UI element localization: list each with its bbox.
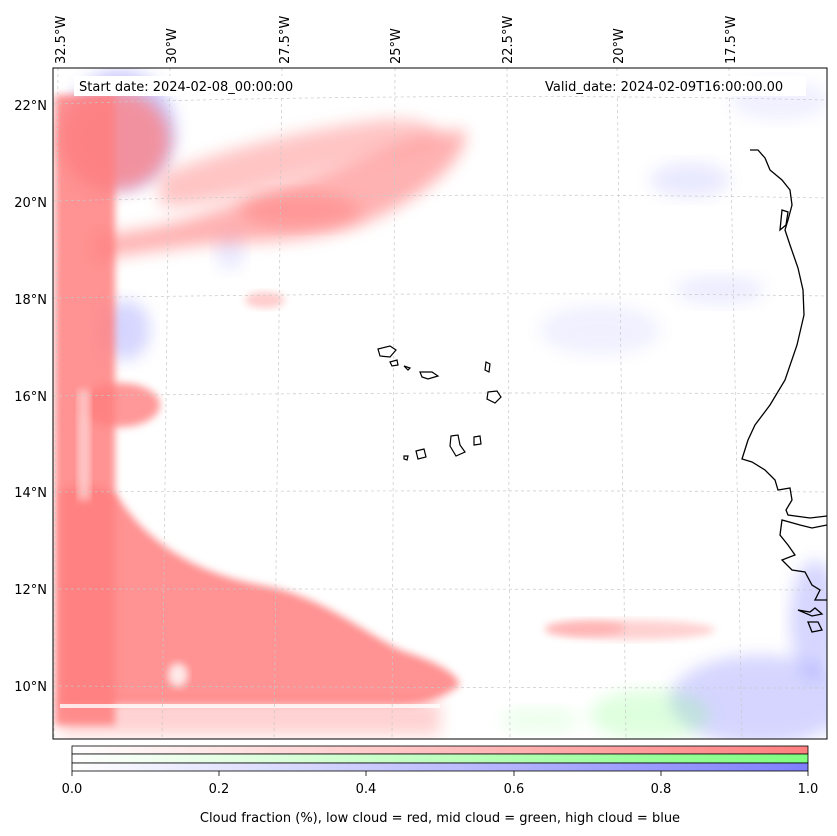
- colorbar-low-cloud: [71, 745, 809, 755]
- colorbar-high-cloud: [71, 762, 809, 772]
- gridlines: [53, 68, 827, 739]
- lon-label: 30°W: [165, 28, 180, 64]
- colorbar-tick: 0.8: [651, 782, 672, 797]
- colorbar-tick: 1.0: [798, 782, 819, 797]
- colorbar-title: Cloud fraction (%), low cloud = red, mid…: [200, 811, 680, 826]
- start-date-box: [74, 76, 312, 96]
- lon-label: 27.5°W: [278, 16, 293, 64]
- colorbar-tick: 0.6: [504, 782, 525, 797]
- valid-date-box: [540, 76, 806, 96]
- colorbar: 0.0 0.2 0.4 0.6 0.8 1.0 Cloud fraction (…: [62, 745, 819, 826]
- valid-date-label: Valid_date: 2024-02-09T16:00:00.00: [545, 80, 783, 95]
- colorbar-tick: 0.2: [209, 782, 230, 797]
- colorbar-mid-cloud: [71, 753, 809, 764]
- colorbar-tick: 0.4: [356, 782, 377, 797]
- africa-coastline-south: [779, 519, 827, 601]
- lat-label: 10°N: [14, 680, 47, 695]
- mid-cloud-field: [500, 690, 710, 739]
- lat-label: 18°N: [14, 293, 47, 308]
- lon-label: 25°W: [389, 28, 404, 64]
- lon-label: 20°W: [612, 28, 627, 64]
- lat-label: 20°N: [14, 196, 47, 211]
- lat-label: 12°N: [14, 583, 47, 598]
- lat-label: 22°N: [14, 99, 47, 114]
- lat-label: 16°N: [14, 390, 47, 405]
- map-frame: [52, 67, 828, 740]
- cloud-gaps: [60, 390, 440, 708]
- colorbar-tick: 0.0: [62, 782, 83, 797]
- cape-verde-islands: [377, 345, 502, 461]
- lon-label: 17.5°W: [724, 16, 739, 64]
- latitude-labels: 22°N 20°N 18°N 16°N 14°N 12°N 10°N: [14, 99, 47, 695]
- cloud-field-layer: [53, 68, 827, 739]
- africa-coastline: [741, 149, 827, 519]
- longitude-labels: 32.5°W 30°W 27.5°W 25°W 22.5°W 20°W 17.5…: [54, 16, 739, 64]
- lon-label: 22.5°W: [501, 16, 516, 64]
- start-date-label: Start date: 2024-02-08_00:00:00: [79, 80, 293, 95]
- lat-label: 14°N: [14, 486, 47, 501]
- lon-label: 32.5°W: [54, 16, 69, 64]
